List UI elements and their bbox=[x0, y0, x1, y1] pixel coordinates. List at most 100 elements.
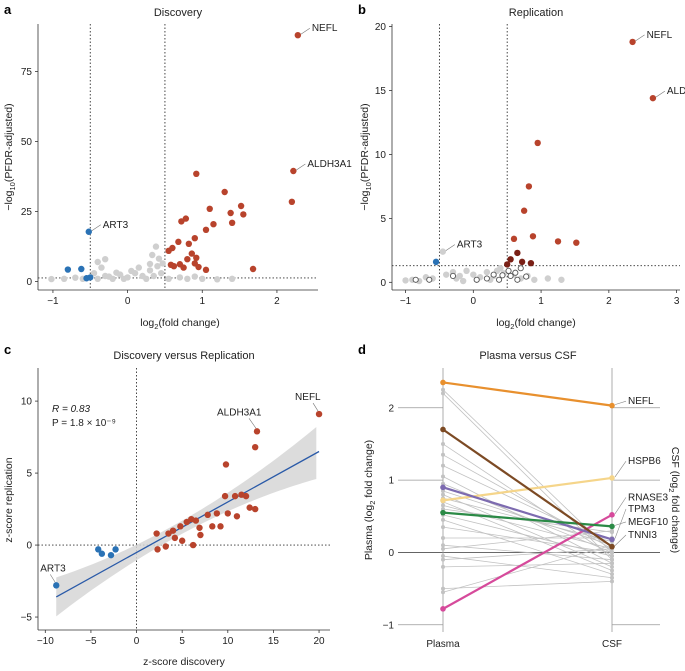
data-point-up bbox=[197, 531, 204, 539]
y-tick-label: 15 bbox=[375, 86, 387, 97]
y-tick-label: 10 bbox=[21, 397, 33, 408]
data-point-ns bbox=[146, 267, 154, 274]
label-leader bbox=[248, 418, 257, 429]
label-leader bbox=[49, 574, 56, 583]
stat-p: P = 1.8 × 10⁻⁹ bbox=[52, 418, 116, 429]
y-tick-label: 0 bbox=[388, 548, 394, 559]
highlight-point bbox=[440, 497, 446, 504]
background-point bbox=[610, 528, 614, 533]
data-point-up bbox=[525, 183, 533, 190]
data-point-up bbox=[520, 207, 528, 214]
label-leader bbox=[614, 400, 627, 405]
y-tick-label: 2 bbox=[388, 403, 394, 414]
data-point-ns bbox=[459, 277, 467, 285]
data-point-up bbox=[204, 511, 211, 519]
data-point-up bbox=[649, 94, 657, 102]
background-point bbox=[441, 554, 445, 559]
y-tick-label: 5 bbox=[380, 214, 386, 225]
data-point-open bbox=[507, 272, 514, 279]
data-point-ns bbox=[558, 276, 565, 283]
y-tick-label: 20 bbox=[375, 22, 387, 33]
data-point-up bbox=[167, 261, 175, 268]
data-point-ART3 bbox=[439, 248, 447, 255]
data-point-up bbox=[237, 202, 245, 210]
label-leader bbox=[614, 497, 627, 514]
label-leader bbox=[445, 244, 455, 251]
x-tick-label: 0 bbox=[134, 636, 140, 647]
x-tick-label: 3 bbox=[674, 296, 680, 307]
data-point-up bbox=[233, 513, 241, 520]
data-point-up bbox=[193, 170, 200, 177]
data-point-down bbox=[53, 582, 60, 589]
data-point-down bbox=[95, 546, 102, 553]
data-point-ns bbox=[48, 275, 55, 283]
data-point-up bbox=[231, 492, 239, 500]
x-tick-label: 20 bbox=[313, 636, 325, 647]
data-point-ns bbox=[113, 269, 120, 276]
data-point-ns bbox=[402, 277, 409, 284]
data-point-ns bbox=[158, 270, 165, 277]
data-point-open bbox=[505, 267, 512, 274]
x-tick-label: 1 bbox=[538, 296, 544, 307]
background-point bbox=[610, 561, 614, 566]
data-point-ns bbox=[228, 275, 236, 282]
data-point-ns bbox=[149, 251, 156, 259]
x-tick-label: −1 bbox=[400, 296, 412, 307]
data-point-ns bbox=[531, 276, 538, 283]
gene-label: ALDH3A1 bbox=[667, 86, 685, 97]
data-point-up bbox=[315, 410, 323, 418]
panel-title: Plasma versus CSF bbox=[479, 350, 576, 362]
data-point-ns bbox=[199, 275, 206, 282]
y-axis-label-left: Plasma (log2 fold change) bbox=[363, 440, 377, 560]
y-tick-label: 50 bbox=[21, 137, 33, 148]
x-axis-label: log2(fold change) bbox=[496, 317, 575, 331]
x-tick-label: 5 bbox=[179, 636, 185, 647]
gene-label: ALDH3A1 bbox=[307, 159, 352, 170]
gene-label: NEFL bbox=[312, 23, 338, 34]
data-point-up bbox=[253, 428, 261, 435]
x-tick-label: 15 bbox=[268, 636, 280, 647]
data-point-open bbox=[514, 276, 521, 283]
background-point bbox=[441, 391, 445, 396]
background-line bbox=[442, 490, 613, 546]
background-line bbox=[442, 562, 613, 568]
x-tick-label: 0 bbox=[125, 296, 131, 307]
label-leader bbox=[635, 34, 645, 42]
data-point-up-dark bbox=[514, 249, 521, 257]
background-line bbox=[442, 454, 613, 550]
label-leader bbox=[296, 163, 306, 171]
label-leader bbox=[655, 90, 666, 98]
data-point-open bbox=[412, 276, 419, 283]
data-point-up bbox=[165, 530, 172, 537]
data-point-ns bbox=[176, 274, 184, 281]
x-tick-label: 0 bbox=[471, 296, 477, 307]
data-point-up bbox=[183, 518, 190, 526]
background-line bbox=[442, 544, 613, 593]
data-point-up bbox=[240, 211, 247, 218]
data-point-up bbox=[202, 226, 210, 233]
background-line bbox=[442, 519, 613, 575]
data-point-down bbox=[64, 266, 72, 273]
background-point bbox=[441, 503, 445, 508]
highlight-point bbox=[440, 606, 446, 612]
panel-title: Discovery bbox=[154, 7, 203, 19]
highlight-line bbox=[442, 511, 613, 528]
label-leader bbox=[300, 27, 311, 35]
gene-label: ART3 bbox=[40, 563, 66, 574]
background-point bbox=[441, 488, 445, 493]
highlight-point bbox=[609, 536, 615, 543]
data-point-up bbox=[529, 233, 537, 240]
data-point-up bbox=[573, 239, 580, 246]
y-tick-label: −5 bbox=[21, 613, 33, 624]
gene-label: NEFL bbox=[628, 396, 654, 407]
data-point-up bbox=[154, 546, 161, 553]
data-point-up bbox=[242, 492, 250, 500]
background-line bbox=[442, 544, 613, 561]
highlight-point bbox=[440, 426, 446, 433]
data-point-up bbox=[629, 38, 636, 46]
background-line bbox=[442, 465, 613, 546]
gene-label: NEFL bbox=[647, 30, 673, 41]
data-point-up bbox=[251, 505, 259, 513]
background-point bbox=[441, 441, 445, 446]
gene-label: MEGF10 bbox=[628, 517, 668, 528]
